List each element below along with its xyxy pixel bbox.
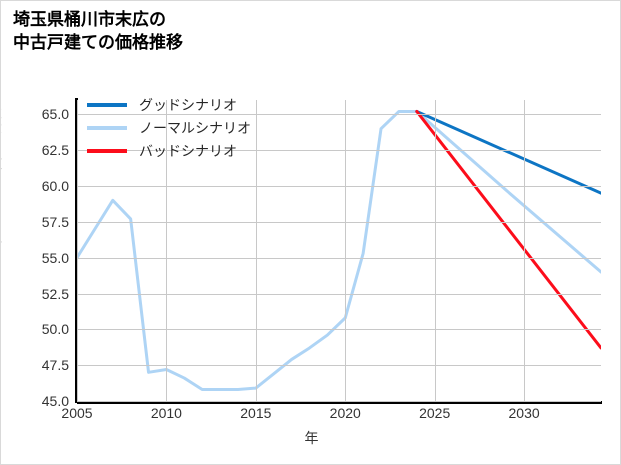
gridline-vertical <box>77 100 78 401</box>
x-axis-tick-label: 2015 <box>240 405 272 421</box>
legend-label-bad-scenario: バッドシナリオ <box>139 142 237 159</box>
y-axis-title: 坪（3.3㎡）単価（万円） <box>0 91 3 251</box>
gridline-horizontal <box>77 329 601 331</box>
x-axis-title: 年 <box>304 430 319 446</box>
x-axis-tick-label: 2005 <box>61 405 93 421</box>
y-axis-tick-label: 45.0 <box>41 393 69 409</box>
gridline-vertical <box>524 100 526 401</box>
x-axis-line <box>77 401 602 404</box>
y-axis-line <box>75 98 78 403</box>
series-line <box>415 109 601 350</box>
legend-swatch-good-scenario <box>87 102 127 107</box>
y-axis-tick-label: 57.5 <box>41 213 69 230</box>
legend-label-normal-scenario: ノーマルシナリオ <box>139 119 251 136</box>
gridline-vertical <box>166 100 168 401</box>
series-line <box>77 109 601 392</box>
gridline-vertical <box>345 100 347 401</box>
x-axis-tick-label: 2025 <box>419 405 451 421</box>
chart-legend: グッドシナリオ ノーマルシナリオ バッドシナリオ <box>87 93 297 162</box>
y-axis-tick-label: 52.5 <box>41 285 69 302</box>
y-axis-tick-label: 50.0 <box>41 321 69 338</box>
legend-swatch-bad-scenario <box>87 148 127 153</box>
legend-swatch-normal-scenario <box>87 125 127 130</box>
chart-title: 埼玉県桶川市末広の 中古戸建ての価格推移 <box>13 10 183 52</box>
series-line <box>415 109 601 195</box>
legend-item-normal-scenario[interactable]: ノーマルシナリオ <box>87 116 297 139</box>
x-axis-tick-label: 2010 <box>150 405 182 421</box>
gridline-horizontal <box>77 401 601 402</box>
gridline-horizontal <box>77 257 601 259</box>
gridline-horizontal <box>77 186 601 187</box>
x-axis-tick-label: 2020 <box>329 405 361 421</box>
x-axis-tick-label: 2030 <box>508 405 540 421</box>
y-axis-tick-label: 60.0 <box>41 178 69 194</box>
y-axis-tick-label: 55.0 <box>41 249 69 266</box>
gridline-horizontal <box>77 150 601 152</box>
gridline-horizontal <box>77 365 601 367</box>
gridline-vertical <box>434 100 436 401</box>
legend-item-good-scenario[interactable]: グッドシナリオ <box>87 93 297 116</box>
legend-item-bad-scenario[interactable]: バッドシナリオ <box>87 139 297 162</box>
gridline-horizontal <box>77 293 601 295</box>
gridline-horizontal <box>77 114 601 116</box>
gridline-horizontal <box>77 221 601 223</box>
y-axis-tick-label: 62.5 <box>41 142 69 159</box>
y-axis-tick-label: 47.5 <box>41 357 69 374</box>
y-axis-tick-label: 65.0 <box>41 106 69 123</box>
legend-label-good-scenario: グッドシナリオ <box>139 96 237 113</box>
gridline-vertical <box>255 100 257 401</box>
